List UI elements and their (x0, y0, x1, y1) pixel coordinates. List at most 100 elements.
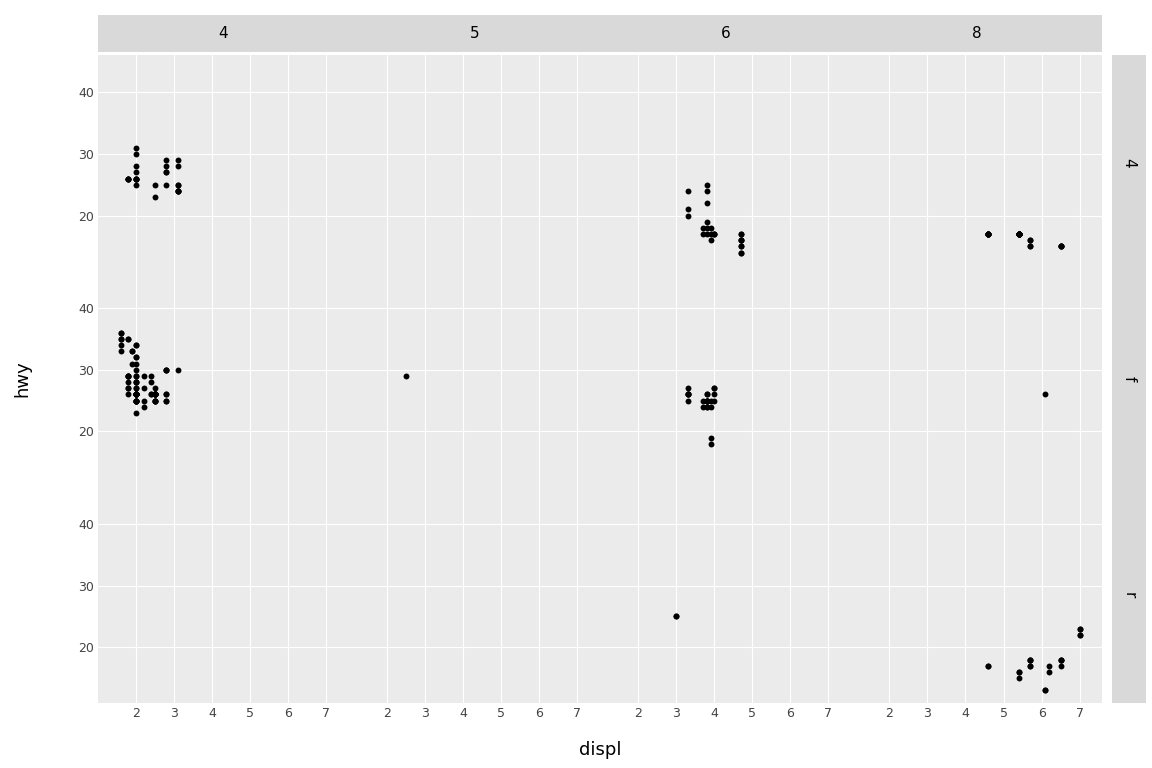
Point (119, 173, 137, 185)
Point (142, 376, 160, 389)
Point (1009, 672, 1028, 684)
Point (1009, 228, 1028, 240)
Point (157, 154, 175, 166)
Point (697, 395, 715, 407)
Point (697, 222, 715, 234)
Point (127, 376, 145, 389)
Point (979, 660, 998, 672)
Text: 8: 8 (972, 26, 982, 41)
Point (127, 395, 145, 407)
Point (732, 240, 750, 253)
Text: 4: 4 (219, 26, 228, 41)
Point (127, 395, 145, 407)
Point (157, 363, 175, 376)
Point (397, 369, 416, 382)
Point (119, 382, 137, 395)
Point (705, 382, 723, 395)
Point (1009, 228, 1028, 240)
Point (1021, 654, 1039, 666)
Point (697, 389, 715, 401)
Point (127, 369, 145, 382)
Text: hwy: hwy (14, 361, 32, 397)
Point (127, 173, 145, 185)
Point (979, 228, 998, 240)
Point (112, 333, 130, 345)
Point (112, 339, 130, 351)
Point (123, 357, 142, 369)
Point (119, 369, 137, 382)
Point (157, 389, 175, 401)
Point (135, 395, 153, 407)
Point (127, 376, 145, 389)
Point (1009, 666, 1028, 678)
Point (697, 179, 715, 191)
Point (127, 141, 145, 154)
Point (127, 363, 145, 376)
Point (694, 395, 712, 407)
Point (157, 179, 175, 191)
Point (146, 389, 165, 401)
Point (979, 228, 998, 240)
Point (119, 333, 137, 345)
Point (168, 179, 187, 191)
Point (679, 185, 697, 197)
Point (697, 185, 715, 197)
Point (119, 173, 137, 185)
Point (979, 228, 998, 240)
Point (1021, 654, 1039, 666)
Point (694, 401, 712, 413)
Point (732, 247, 750, 259)
Point (127, 395, 145, 407)
Point (127, 339, 145, 351)
Point (127, 389, 145, 401)
Point (1021, 660, 1039, 672)
Text: 6: 6 (721, 26, 730, 41)
Point (146, 389, 165, 401)
Point (157, 161, 175, 173)
Point (694, 222, 712, 234)
Point (1070, 623, 1089, 635)
Point (732, 247, 750, 259)
Point (127, 389, 145, 401)
Point (702, 234, 720, 247)
Point (679, 382, 697, 395)
Point (679, 204, 697, 216)
Point (1052, 660, 1070, 672)
Point (119, 369, 137, 382)
Point (697, 395, 715, 407)
Point (135, 401, 153, 413)
Point (667, 611, 685, 623)
Point (979, 228, 998, 240)
Point (127, 389, 145, 401)
Point (1009, 228, 1028, 240)
Point (146, 382, 165, 395)
Point (697, 401, 715, 413)
Point (127, 351, 145, 363)
Point (127, 389, 145, 401)
Point (146, 395, 165, 407)
Point (127, 389, 145, 401)
Point (127, 173, 145, 185)
Point (679, 389, 697, 401)
Point (119, 369, 137, 382)
Point (705, 382, 723, 395)
Point (732, 228, 750, 240)
Point (679, 395, 697, 407)
Point (157, 363, 175, 376)
Point (979, 228, 998, 240)
Point (667, 611, 685, 623)
Point (1021, 234, 1039, 247)
Point (1009, 228, 1028, 240)
Point (119, 173, 137, 185)
Point (1052, 654, 1070, 666)
Point (146, 395, 165, 407)
Point (127, 382, 145, 395)
Point (168, 185, 187, 197)
Point (157, 167, 175, 179)
Point (142, 389, 160, 401)
Point (127, 339, 145, 351)
Point (705, 228, 723, 240)
Point (1009, 228, 1028, 240)
Point (112, 333, 130, 345)
Point (1040, 660, 1059, 672)
